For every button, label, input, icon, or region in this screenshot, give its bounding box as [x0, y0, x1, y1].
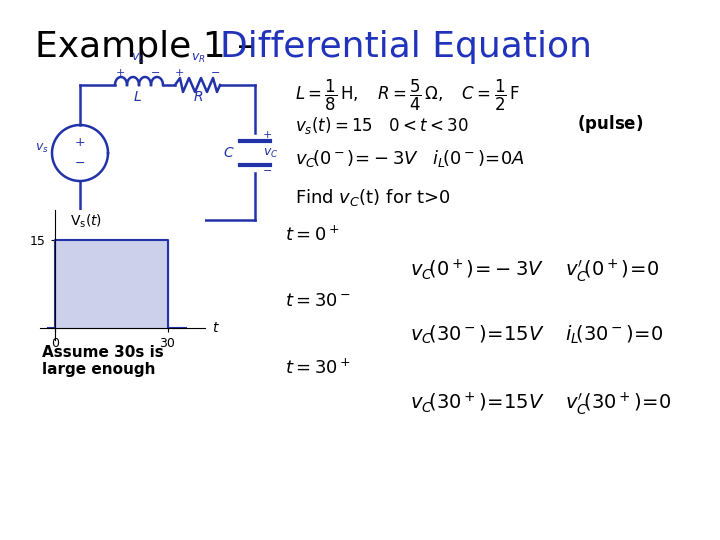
Text: t: t — [212, 321, 218, 335]
Text: L: L — [134, 90, 142, 104]
Text: +: + — [263, 130, 272, 140]
Text: $L = \dfrac{1}{8}\,\mathrm{H},\quad R = \dfrac{5}{4}\,\Omega,\quad C = \dfrac{1}: $L = \dfrac{1}{8}\,\mathrm{H},\quad R = … — [295, 78, 520, 113]
Text: −: − — [211, 68, 220, 78]
Text: $v_C\!\left(30^+\right)\!=\!15V$: $v_C\!\left(30^+\right)\!=\!15V$ — [410, 390, 545, 415]
Text: Differential Equation: Differential Equation — [220, 30, 592, 64]
Text: $t = 30^-$: $t = 30^-$ — [285, 292, 351, 310]
Text: $v_s$: $v_s$ — [35, 141, 49, 154]
Text: $v_C\!\left(30^-\right)\!=\!15V$: $v_C\!\left(30^-\right)\!=\!15V$ — [410, 324, 545, 346]
Text: $v_C'\!\left(0^+\right)\!=\!0$: $v_C'\!\left(0^+\right)\!=\!0$ — [565, 257, 659, 284]
Text: $t = 0^+$: $t = 0^+$ — [285, 225, 340, 244]
Text: +: + — [175, 68, 184, 78]
Text: −: − — [150, 68, 160, 78]
Text: R: R — [193, 90, 203, 104]
Text: $v_s(t) = 15\quad 0 < t < 30$: $v_s(t) = 15\quad 0 < t < 30$ — [295, 115, 469, 136]
Text: $t = 30^+$: $t = 30^+$ — [285, 358, 351, 377]
Text: +: + — [116, 68, 125, 78]
Text: $i_L\!\left(30^-\right)\!=\!0$: $i_L\!\left(30^-\right)\!=\!0$ — [565, 324, 664, 346]
Text: C: C — [223, 146, 233, 160]
Text: $\mathregular{V_s}$$\mathit{(t)}$: $\mathregular{V_s}$$\mathit{(t)}$ — [70, 213, 102, 231]
Text: $v_C$: $v_C$ — [263, 146, 279, 159]
Text: $v_C'\!\left(30^+\right)\!=\!0$: $v_C'\!\left(30^+\right)\!=\!0$ — [565, 390, 672, 417]
Text: $\mathbf{(pulse)}$: $\mathbf{(pulse)}$ — [577, 113, 644, 135]
Text: $v_L$: $v_L$ — [131, 52, 145, 65]
Text: −: − — [75, 157, 85, 170]
Text: +: + — [75, 137, 85, 150]
Text: Assume 30s is
large enough: Assume 30s is large enough — [42, 345, 163, 377]
Text: $v_C\!\left(0^+\right)\!=\!-3V$: $v_C\!\left(0^+\right)\!=\!-3V$ — [410, 257, 544, 281]
Text: Example 1 –: Example 1 – — [35, 30, 266, 64]
Text: $v_C\!\left(0^-\right)\!=\!-3V\quad i_L\!\left(0^-\right)\!=\!0A$: $v_C\!\left(0^-\right)\!=\!-3V\quad i_L\… — [295, 148, 525, 169]
Text: Find $v_C$(t) for t>0: Find $v_C$(t) for t>0 — [295, 187, 451, 208]
Text: −: − — [263, 166, 272, 176]
Text: $v_R$: $v_R$ — [191, 52, 205, 65]
